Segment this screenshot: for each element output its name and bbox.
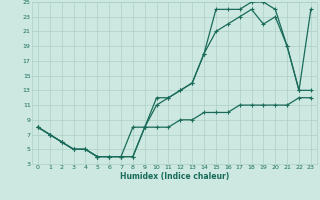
X-axis label: Humidex (Indice chaleur): Humidex (Indice chaleur) (120, 172, 229, 181)
